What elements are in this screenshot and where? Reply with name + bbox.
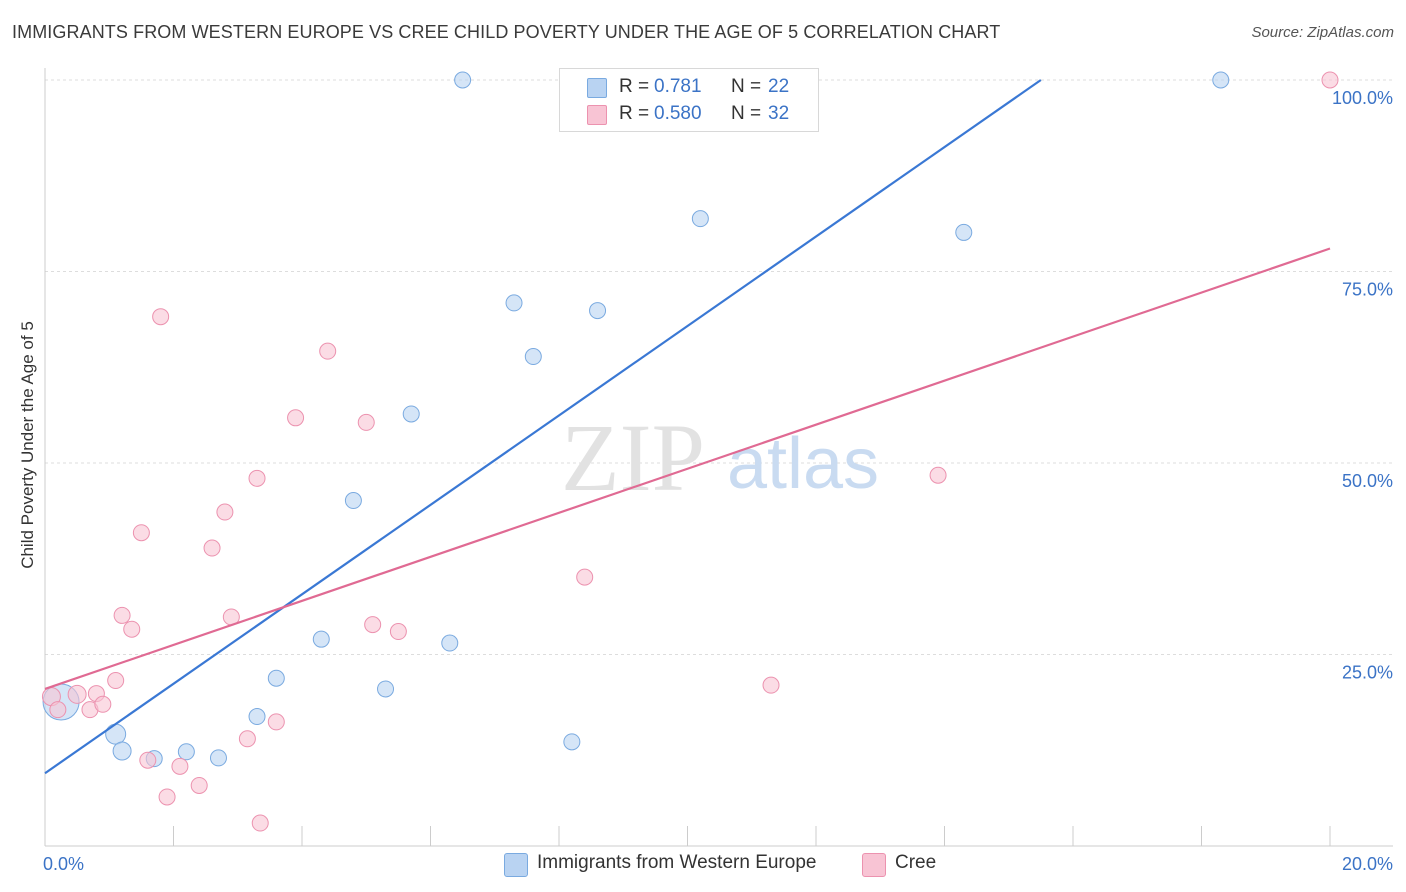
trendline-western-europe	[44, 79, 1042, 775]
watermark: ZIP atlas	[561, 404, 879, 511]
point-cree	[576, 568, 594, 586]
point-western-europe	[209, 749, 227, 767]
stats-n-value: 22	[768, 76, 790, 97]
y-tick-label: 50.0%	[1342, 471, 1393, 491]
chart-title: IMMIGRANTS FROM WESTERN EUROPE VS CREE C…	[12, 22, 1001, 42]
stats-row-cree: R = 0.580 N = 32	[560, 103, 818, 129]
x-tick-label: 0.0%	[43, 854, 84, 874]
point-western-europe	[312, 630, 330, 648]
point-cree	[1321, 71, 1339, 89]
point-western-europe	[177, 743, 195, 761]
point-cree	[190, 776, 208, 794]
x-tick-label: 20.0%	[1342, 854, 1393, 874]
y-tick-label: 75.0%	[1342, 280, 1393, 300]
legend-label-cree: Cree	[895, 852, 937, 873]
point-western-europe	[402, 405, 420, 423]
stats-n-label: N =	[731, 103, 762, 124]
y-tick-label: 100.0%	[1332, 88, 1393, 108]
point-cree	[267, 713, 285, 731]
point-cree	[123, 620, 141, 638]
axis-layer	[44, 68, 1393, 847]
point-western-europe	[691, 210, 709, 228]
point-western-europe	[105, 723, 127, 745]
point-cree	[762, 676, 780, 694]
stats-row-western-europe: R = 0.781 N = 22	[560, 76, 818, 102]
grid-layer	[45, 79, 1393, 655]
point-western-europe	[112, 741, 132, 761]
point-western-europe	[454, 71, 472, 89]
point-western-europe	[563, 733, 581, 751]
point-western-europe	[344, 492, 362, 510]
point-cree	[216, 503, 234, 521]
point-cree	[203, 539, 221, 557]
point-cree	[158, 788, 176, 806]
point-western-europe	[441, 634, 459, 652]
point-cree	[49, 701, 67, 719]
point-cree	[139, 751, 157, 769]
point-western-europe	[267, 669, 285, 687]
point-cree	[357, 413, 375, 431]
watermark-zip: ZIP	[561, 404, 705, 511]
watermark-atlas: atlas	[727, 424, 879, 504]
point-western-europe	[524, 348, 542, 366]
stats-r-value: 0.781	[654, 76, 702, 97]
legend-label-western-europe: Immigrants from Western Europe	[537, 852, 817, 873]
point-cree	[132, 524, 150, 542]
tick-label-layer: 25.0% 50.0% 75.0% 100.0% 0.0% 20.0%	[43, 88, 1393, 874]
stats-n-label: N =	[731, 76, 762, 97]
stats-box: R = 0.781 N = 22 R = 0.580 N = 32	[559, 68, 819, 132]
point-cree	[152, 308, 170, 326]
point-cree	[94, 695, 112, 713]
point-cree	[929, 466, 947, 484]
point-cree	[113, 606, 131, 624]
point-cree	[287, 409, 305, 427]
points-layer	[41, 71, 1339, 832]
point-cree	[248, 469, 266, 487]
legend-item-western-europe[interactable]: Immigrants from Western Europe	[504, 852, 834, 878]
point-western-europe	[248, 708, 266, 726]
y-tick-label: 25.0%	[1342, 663, 1393, 683]
y-axis-label-wrap: Child Poverty Under the Age of 5	[16, 60, 40, 830]
point-cree	[251, 814, 269, 832]
y-axis-label: Child Poverty Under the Age of 5	[18, 321, 37, 569]
stats-n-value: 32	[768, 103, 790, 124]
point-western-europe	[955, 223, 973, 241]
stats-r-value: 0.580	[654, 103, 702, 124]
point-western-europe	[377, 680, 395, 698]
point-western-europe	[1212, 71, 1230, 89]
legend-swatch-western-europe	[504, 853, 528, 877]
point-western-europe	[505, 294, 523, 312]
point-cree	[67, 684, 87, 704]
trend-layer	[44, 79, 1331, 775]
point-cree	[171, 757, 189, 775]
point-cree	[389, 623, 407, 641]
legend-swatch-cree	[862, 853, 886, 877]
stats-swatch-cree	[587, 105, 607, 125]
point-cree	[364, 616, 382, 634]
trendline-cree	[44, 247, 1331, 691]
legend-item-cree[interactable]: Cree	[862, 852, 942, 878]
point-cree	[238, 730, 256, 748]
stats-r-label: R =	[619, 76, 650, 97]
stats-swatch-western-europe	[587, 78, 607, 98]
source-credit: Source: ZipAtlas.com	[1251, 24, 1394, 41]
point-cree	[107, 672, 125, 690]
point-cree	[319, 342, 337, 360]
stats-r-label: R =	[619, 103, 650, 124]
point-western-europe	[589, 302, 607, 320]
